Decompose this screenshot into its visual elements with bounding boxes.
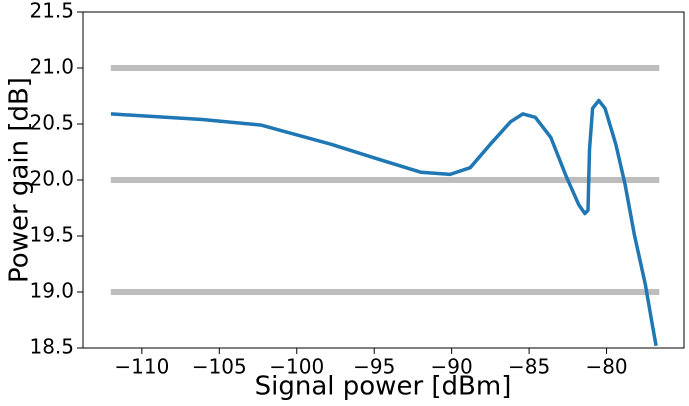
y-axis-label: Power gain [dB]: [5, 77, 35, 283]
y-tick-label: 20.0: [29, 167, 74, 191]
y-tick-label: 18.5: [29, 335, 74, 359]
line-series: [110, 98, 658, 347]
y-tick-label: 20.5: [29, 111, 74, 135]
x-tick-label: −85: [508, 355, 550, 379]
x-tick-label: −95: [353, 355, 395, 379]
y-tick-label: 19.0: [29, 279, 74, 303]
y-tick-label: 21.5: [29, 0, 74, 23]
x-tick-label: −80: [585, 355, 627, 379]
x-axis-label: Signal power [dBm]: [255, 372, 512, 402]
x-tick-label: −105: [192, 355, 247, 379]
x-tick-label: −100: [269, 355, 324, 379]
y-tick-label: 21.0: [29, 55, 74, 79]
x-tick-label: −90: [431, 355, 473, 379]
x-tick-label: −110: [114, 355, 169, 379]
y-tick-label: 19.5: [29, 223, 74, 247]
plot-frame: [82, 11, 685, 349]
